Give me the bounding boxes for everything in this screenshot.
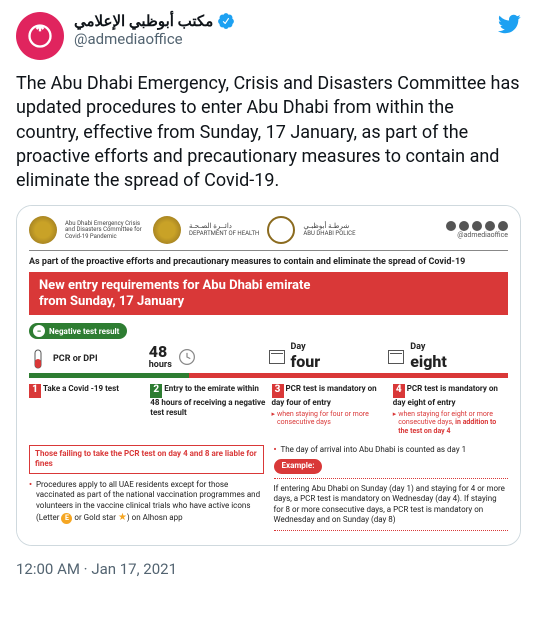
police-label: شرطـة أبوظبـي ABU DHABI POLICE bbox=[303, 223, 355, 237]
example-box: If entering Abu Dhabi on Sunday (day 1) … bbox=[274, 478, 509, 532]
test-tube-icon bbox=[29, 349, 47, 371]
steps: 1Take a Covid -19 test 2Entry to the emi… bbox=[29, 384, 508, 435]
lower-left: Those failing to take the PCR test on da… bbox=[29, 445, 264, 531]
step-2: 2Entry to the emirate within 48 hours of… bbox=[150, 384, 265, 435]
user-handle[interactable]: @admediaoffice bbox=[74, 30, 497, 48]
clock-icon bbox=[178, 346, 196, 368]
red-banner: New entry requirements for Abu Dhabi emi… bbox=[29, 272, 508, 315]
police-seal-icon bbox=[267, 216, 295, 244]
timeline-bar bbox=[29, 373, 508, 378]
step-3: 3PCR test is mandatory on day four of en… bbox=[272, 384, 387, 435]
display-name[interactable]: مكتب أبوظبي الإعلامي bbox=[74, 12, 213, 30]
social-icon bbox=[498, 221, 508, 231]
lower-section: Those failing to take the PCR test on da… bbox=[29, 445, 508, 531]
social-icon bbox=[459, 221, 469, 231]
tweet-container: مكتب أبوظبي الإعلامي @admediaoffice The … bbox=[0, 0, 537, 590]
step-4: 4PCR test is mandatory on day eight of e… bbox=[393, 384, 508, 435]
fines-box: Those failing to take the PCR test on da… bbox=[29, 445, 264, 474]
tl-pcr-label: PCR or DPI bbox=[53, 355, 98, 365]
negative-badge: Negative test result bbox=[29, 323, 127, 339]
gold-star-icon: ★ bbox=[118, 512, 127, 523]
day1-bullet: The day of arrival into Abu Dhabi is cou… bbox=[274, 445, 509, 455]
committee-seal-icon bbox=[29, 216, 57, 244]
procedures-bullet: Procedures apply to all UAE residents ex… bbox=[29, 480, 264, 524]
infographic-header: Abu Dhabi Emergency Crisis and Disasters… bbox=[29, 216, 508, 251]
lower-right: The day of arrival into Abu Dhabi is cou… bbox=[274, 445, 509, 531]
social-icon bbox=[446, 221, 456, 231]
infographic: Abu Dhabi Emergency Crisis and Disasters… bbox=[17, 206, 520, 545]
tweet-header: مكتب أبوظبي الإعلامي @admediaoffice bbox=[16, 12, 521, 60]
social-icon bbox=[485, 221, 495, 231]
tl-day4-label: Dayfour bbox=[291, 343, 321, 371]
letter-e-icon: E bbox=[61, 513, 72, 524]
step-1: 1Take a Covid -19 test bbox=[29, 384, 144, 435]
tl-48-label: 48hours bbox=[149, 343, 172, 371]
calendar-icon bbox=[388, 350, 404, 364]
committee-name: Abu Dhabi Emergency Crisis and Disasters… bbox=[65, 221, 145, 241]
tl-day8-label: Dayeight bbox=[410, 343, 447, 371]
timeline: PCR or DPI 48hours Dayfour Dayeight bbox=[29, 343, 508, 371]
twitter-logo-icon[interactable] bbox=[497, 12, 521, 40]
example-label: Example: bbox=[274, 459, 323, 473]
infographic-handle: @admediaoffice bbox=[446, 231, 508, 239]
verified-badge-icon bbox=[217, 12, 235, 30]
avatar[interactable] bbox=[16, 12, 64, 60]
social-icon bbox=[472, 221, 482, 231]
tweet-text: The Abu Dhabi Emergency, Crisis and Disa… bbox=[16, 72, 521, 193]
timestamp[interactable]: 12:00 AM · Jan 17, 2021 bbox=[16, 560, 521, 578]
calendar-icon bbox=[269, 350, 285, 364]
doh-seal-icon bbox=[153, 216, 181, 244]
social-links: @admediaoffice bbox=[446, 221, 508, 239]
user-info: مكتب أبوظبي الإعلامي @admediaoffice bbox=[74, 12, 497, 48]
intro-text: As part of the proactive efforts and pre… bbox=[29, 257, 508, 268]
media-attachment[interactable]: Abu Dhabi Emergency Crisis and Disasters… bbox=[16, 205, 521, 546]
doh-label: دائــرة الصـحـة DEPARTMENT OF HEALTH bbox=[189, 223, 259, 237]
